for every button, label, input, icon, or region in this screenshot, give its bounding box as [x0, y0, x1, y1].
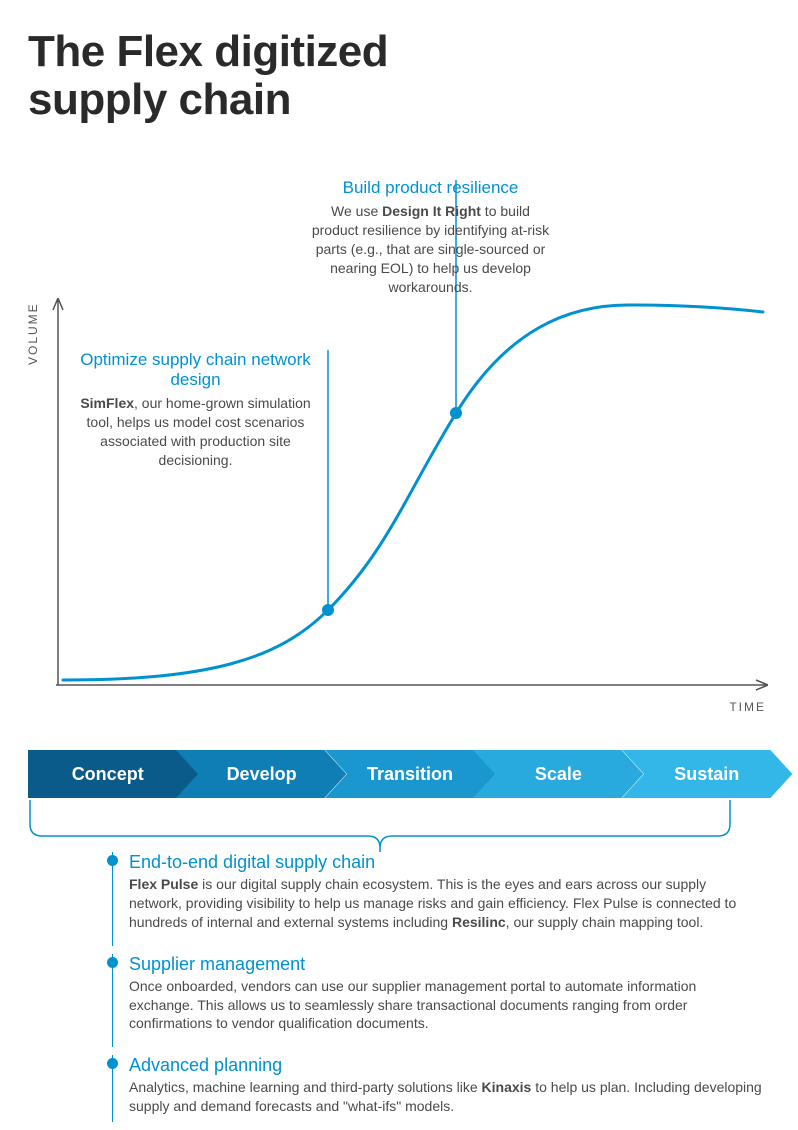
bullet-dot	[107, 1058, 118, 1069]
page-title: The Flex digitized supply chain	[28, 28, 388, 125]
section-body: Flex Pulse is our digital supply chain e…	[129, 875, 762, 932]
chart-callout: Optimize supply chain network designSimF…	[73, 350, 318, 470]
process-step: Scale	[473, 750, 643, 798]
section-title: Supplier management	[129, 954, 762, 975]
section-title: Advanced planning	[129, 1055, 762, 1076]
callout-body: We use Design It Right to build product …	[308, 202, 553, 296]
callout-title: Build product resilience	[308, 178, 553, 198]
capability-section: Advanced planningAnalytics, machine lear…	[112, 1055, 762, 1122]
section-title: End-to-end digital supply chain	[129, 852, 762, 873]
capability-section: Supplier managementOnce onboarded, vendo…	[112, 954, 762, 1048]
title-line-1: The Flex digitized	[28, 27, 388, 76]
process-chevrons: ConceptDevelopTransitionScaleSustain	[28, 750, 770, 798]
callout-title: Optimize supply chain network design	[73, 350, 318, 390]
title-line-2: supply chain	[28, 75, 291, 124]
capability-section: End-to-end digital supply chainFlex Puls…	[112, 852, 762, 946]
callout-body: SimFlex, our home-grown simulation tool,…	[73, 394, 318, 470]
chart-callout: Build product resilience We use Design It…	[308, 178, 553, 296]
capability-sections: End-to-end digital supply chainFlex Puls…	[112, 852, 762, 1130]
process-step: Develop	[176, 750, 346, 798]
process-step: Sustain	[622, 750, 792, 798]
s-curve-chart: VOLUME TIME Optimize supply chain networ…	[28, 160, 768, 700]
x-axis-label: TIME	[729, 700, 766, 714]
bullet-dot	[107, 855, 118, 866]
bracket	[28, 800, 770, 860]
bullet-dot	[107, 957, 118, 968]
section-body: Analytics, machine learning and third-pa…	[129, 1078, 762, 1116]
section-body: Once onboarded, vendors can use our supp…	[129, 977, 762, 1034]
process-step: Transition	[325, 750, 495, 798]
y-axis-label: VOLUME	[26, 302, 40, 365]
process-step: Concept	[28, 750, 198, 798]
